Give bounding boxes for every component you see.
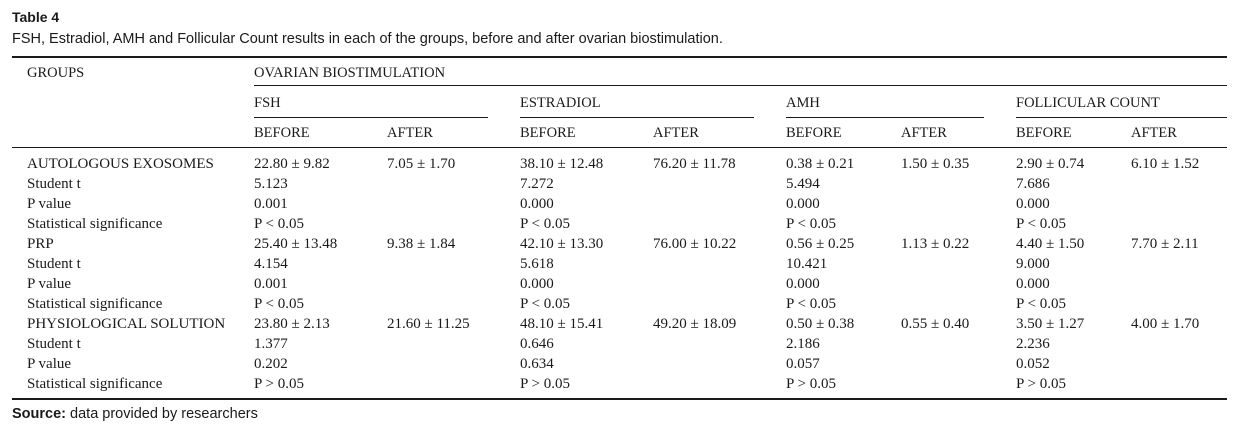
- header-amh-after: AFTER: [901, 125, 947, 141]
- table-cell: P < 0.05: [254, 216, 304, 232]
- table-cell: 0.55 ± 0.40: [901, 316, 970, 332]
- table-cell: 38.10 ± 12.48: [520, 156, 604, 172]
- table-cell: P < 0.05: [786, 216, 836, 232]
- table-cell: P > 0.05: [254, 376, 304, 392]
- table-cell: 1.13 ± 0.22: [901, 236, 970, 252]
- table-cell: 0.000: [786, 276, 820, 292]
- table-cell: 10.421: [786, 256, 828, 272]
- header-follicular-count: FOLLICULAR COUNT: [1016, 95, 1160, 111]
- table-cell: 0.052: [1016, 356, 1050, 372]
- table-cell: 0.56 ± 0.25: [786, 236, 855, 252]
- table-cell: P > 0.05: [520, 376, 570, 392]
- super-rule: [254, 85, 1227, 86]
- table-cell: 6.10 ± 1.52: [1131, 156, 1200, 172]
- table-cell: 7.05 ± 1.70: [387, 156, 456, 172]
- table-cell: P < 0.05: [1016, 296, 1066, 312]
- bottom-rule: [12, 398, 1227, 400]
- header-estradiol: ESTRADIOL: [520, 95, 601, 111]
- table-cell: 5.618: [520, 256, 554, 272]
- header-fsh-before: BEFORE: [254, 125, 310, 141]
- table-cell: 49.20 ± 18.09: [653, 316, 737, 332]
- table-cell: 2.90 ± 0.74: [1016, 156, 1085, 172]
- row-label: P value: [27, 276, 72, 292]
- table-cell: 2.186: [786, 336, 820, 352]
- table-cell: 76.20 ± 11.78: [653, 156, 736, 172]
- table-cell: 76.00 ± 10.22: [653, 236, 737, 252]
- table-cell: 48.10 ± 15.41: [520, 316, 604, 332]
- table-cell: 25.40 ± 13.48: [254, 236, 338, 252]
- table-cell: 9.38 ± 1.84: [387, 236, 456, 252]
- table-cell: 0.38 ± 0.21: [786, 156, 855, 172]
- header-estradiol-after: AFTER: [653, 125, 699, 141]
- amh-rule: [786, 117, 984, 118]
- table-label: Table 4: [12, 9, 60, 25]
- row-label: Statistical significance: [27, 376, 163, 392]
- header-follicular-before: BEFORE: [1016, 125, 1072, 141]
- header-groups: GROUPS: [27, 65, 85, 81]
- table-cell: 5.494: [786, 176, 820, 192]
- table-cell: 4.154: [254, 256, 288, 272]
- header-estradiol-before: BEFORE: [520, 125, 576, 141]
- table-cell: 0.000: [520, 196, 554, 212]
- row-label: P value: [27, 356, 72, 372]
- row-label: PHYSIOLOGICAL SOLUTION: [27, 316, 226, 332]
- table-cell: P < 0.05: [520, 296, 570, 312]
- table-cell: 42.10 ± 13.30: [520, 236, 604, 252]
- table-cell: 0.634: [520, 356, 554, 372]
- table-cell: P < 0.05: [520, 216, 570, 232]
- header-follicular-after: AFTER: [1131, 125, 1177, 141]
- table-cell: 9.000: [1016, 256, 1050, 272]
- table-cell: 2.236: [1016, 336, 1050, 352]
- row-label: AUTOLOGOUS EXOSOMES: [27, 156, 214, 172]
- table-cell: 5.123: [254, 176, 288, 192]
- table-cell: 4.40 ± 1.50: [1016, 236, 1085, 252]
- table-cell: P < 0.05: [786, 296, 836, 312]
- header-fsh-after: AFTER: [387, 125, 433, 141]
- header-bottom-rule: [12, 147, 1227, 148]
- row-label: Student t: [27, 176, 81, 192]
- table-caption: FSH, Estradiol, AMH and Follicular Count…: [12, 31, 723, 47]
- table-cell: 0.001: [254, 276, 288, 292]
- table-cell: 0.646: [520, 336, 554, 352]
- table-cell: 3.50 ± 1.27: [1016, 316, 1085, 332]
- table-cell: 1.377: [254, 336, 288, 352]
- row-label: P value: [27, 196, 72, 212]
- table-cell: P > 0.05: [1016, 376, 1066, 392]
- table-source: Source: data provided by researchers: [12, 406, 258, 422]
- header-amh: AMH: [786, 95, 820, 111]
- table-cell: 0.50 ± 0.38: [786, 316, 855, 332]
- table-cell: 0.000: [1016, 276, 1050, 292]
- header-amh-before: BEFORE: [786, 125, 842, 141]
- table-cell: 21.60 ± 11.25: [387, 316, 470, 332]
- fsh-rule: [254, 117, 488, 118]
- table-cell: 0.202: [254, 356, 288, 372]
- row-label: Student t: [27, 336, 81, 352]
- header-fsh: FSH: [254, 95, 281, 111]
- table-cell: 23.80 ± 2.13: [254, 316, 330, 332]
- table-cell: 7.686: [1016, 176, 1050, 192]
- table-cell: P < 0.05: [1016, 216, 1066, 232]
- source-text: data provided by researchers: [70, 406, 258, 422]
- row-label: Student t: [27, 256, 81, 272]
- follicular-rule: [1016, 117, 1227, 118]
- estradiol-rule: [520, 117, 754, 118]
- table-cell: 22.80 ± 9.82: [254, 156, 330, 172]
- table-cell: 0.057: [786, 356, 820, 372]
- row-label: PRP: [27, 236, 54, 252]
- top-rule: [12, 56, 1227, 58]
- table-cell: 7.70 ± 2.11: [1131, 236, 1199, 252]
- source-label: Source:: [12, 406, 66, 422]
- header-ovarian-biostimulation: OVARIAN BIOSTIMULATION: [254, 65, 446, 81]
- table-cell: 1.50 ± 0.35: [901, 156, 970, 172]
- table-cell: 7.272: [520, 176, 554, 192]
- table-cell: 0.000: [1016, 196, 1050, 212]
- table-cell: 0.000: [786, 196, 820, 212]
- row-label: Statistical significance: [27, 296, 163, 312]
- row-label: Statistical significance: [27, 216, 163, 232]
- table-cell: P < 0.05: [254, 296, 304, 312]
- table-cell: P > 0.05: [786, 376, 836, 392]
- table-cell: 0.001: [254, 196, 288, 212]
- table-cell: 0.000: [520, 276, 554, 292]
- table-cell: 4.00 ± 1.70: [1131, 316, 1200, 332]
